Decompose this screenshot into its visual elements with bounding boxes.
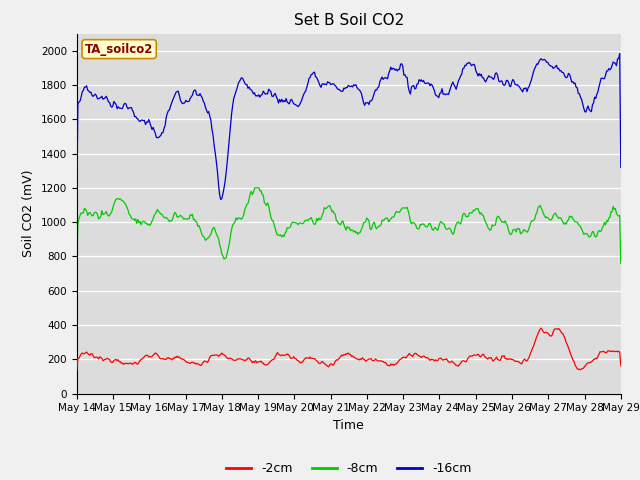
Title: Set B Soil CO2: Set B Soil CO2	[294, 13, 404, 28]
X-axis label: Time: Time	[333, 419, 364, 432]
Y-axis label: Soil CO2 (mV): Soil CO2 (mV)	[22, 170, 35, 257]
Legend: -2cm, -8cm, -16cm: -2cm, -8cm, -16cm	[221, 457, 476, 480]
Text: TA_soilco2: TA_soilco2	[85, 43, 154, 56]
